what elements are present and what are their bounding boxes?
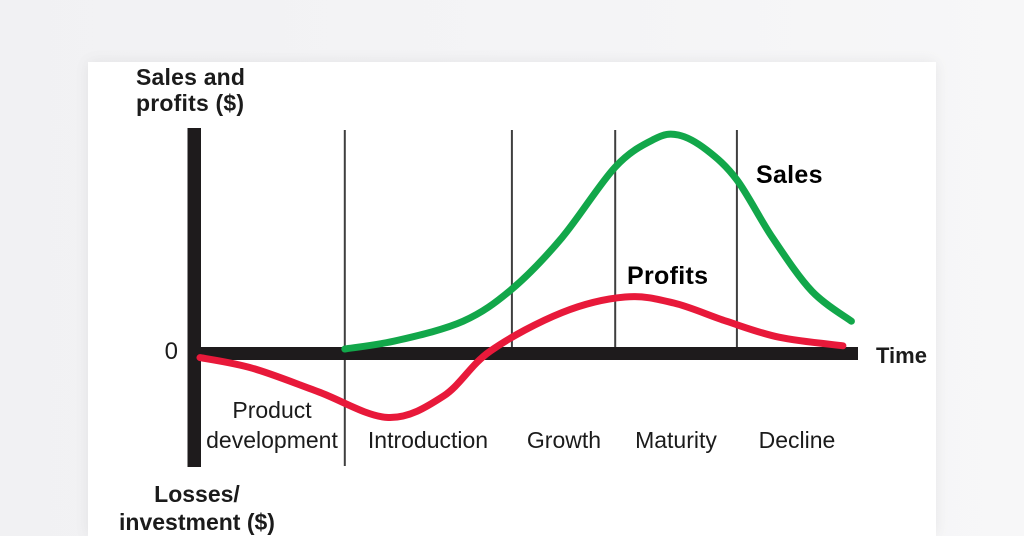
phase-label-maturity: Maturity [635,427,717,453]
y-axis-negative-line1: Losses/ [154,481,240,507]
sales-curve [341,130,855,353]
y-axis-bar [187,128,201,467]
y-axis-title-line1: Sales and [136,64,246,90]
profits-curve-label: Profits [627,262,709,290]
profits-curve [196,293,847,422]
y-axis-negative-label: Losses/ investment ($) [97,480,297,536]
plot-area [88,62,936,536]
plot-svg [187,128,858,467]
origin-zero-label: 0 [164,338,178,365]
phase-label-decline: Decline [758,427,836,453]
phase-label-introduction: Introduction [367,427,489,453]
x-axis-bar [187,347,858,360]
chart-card: Sales and profits ($) 0 Time Sales Profi… [88,62,936,536]
sales-curve-label: Sales [756,161,823,189]
y-axis-title-line2: profits ($) [136,90,245,116]
x-axis-label: Time [876,343,927,368]
phase-label-growth: Growth [526,427,602,453]
y-axis-title: Sales and profits ($) [136,64,245,116]
phase-label-product-development: Product development [206,397,338,453]
y-axis-negative-line2: investment ($) [119,509,275,535]
